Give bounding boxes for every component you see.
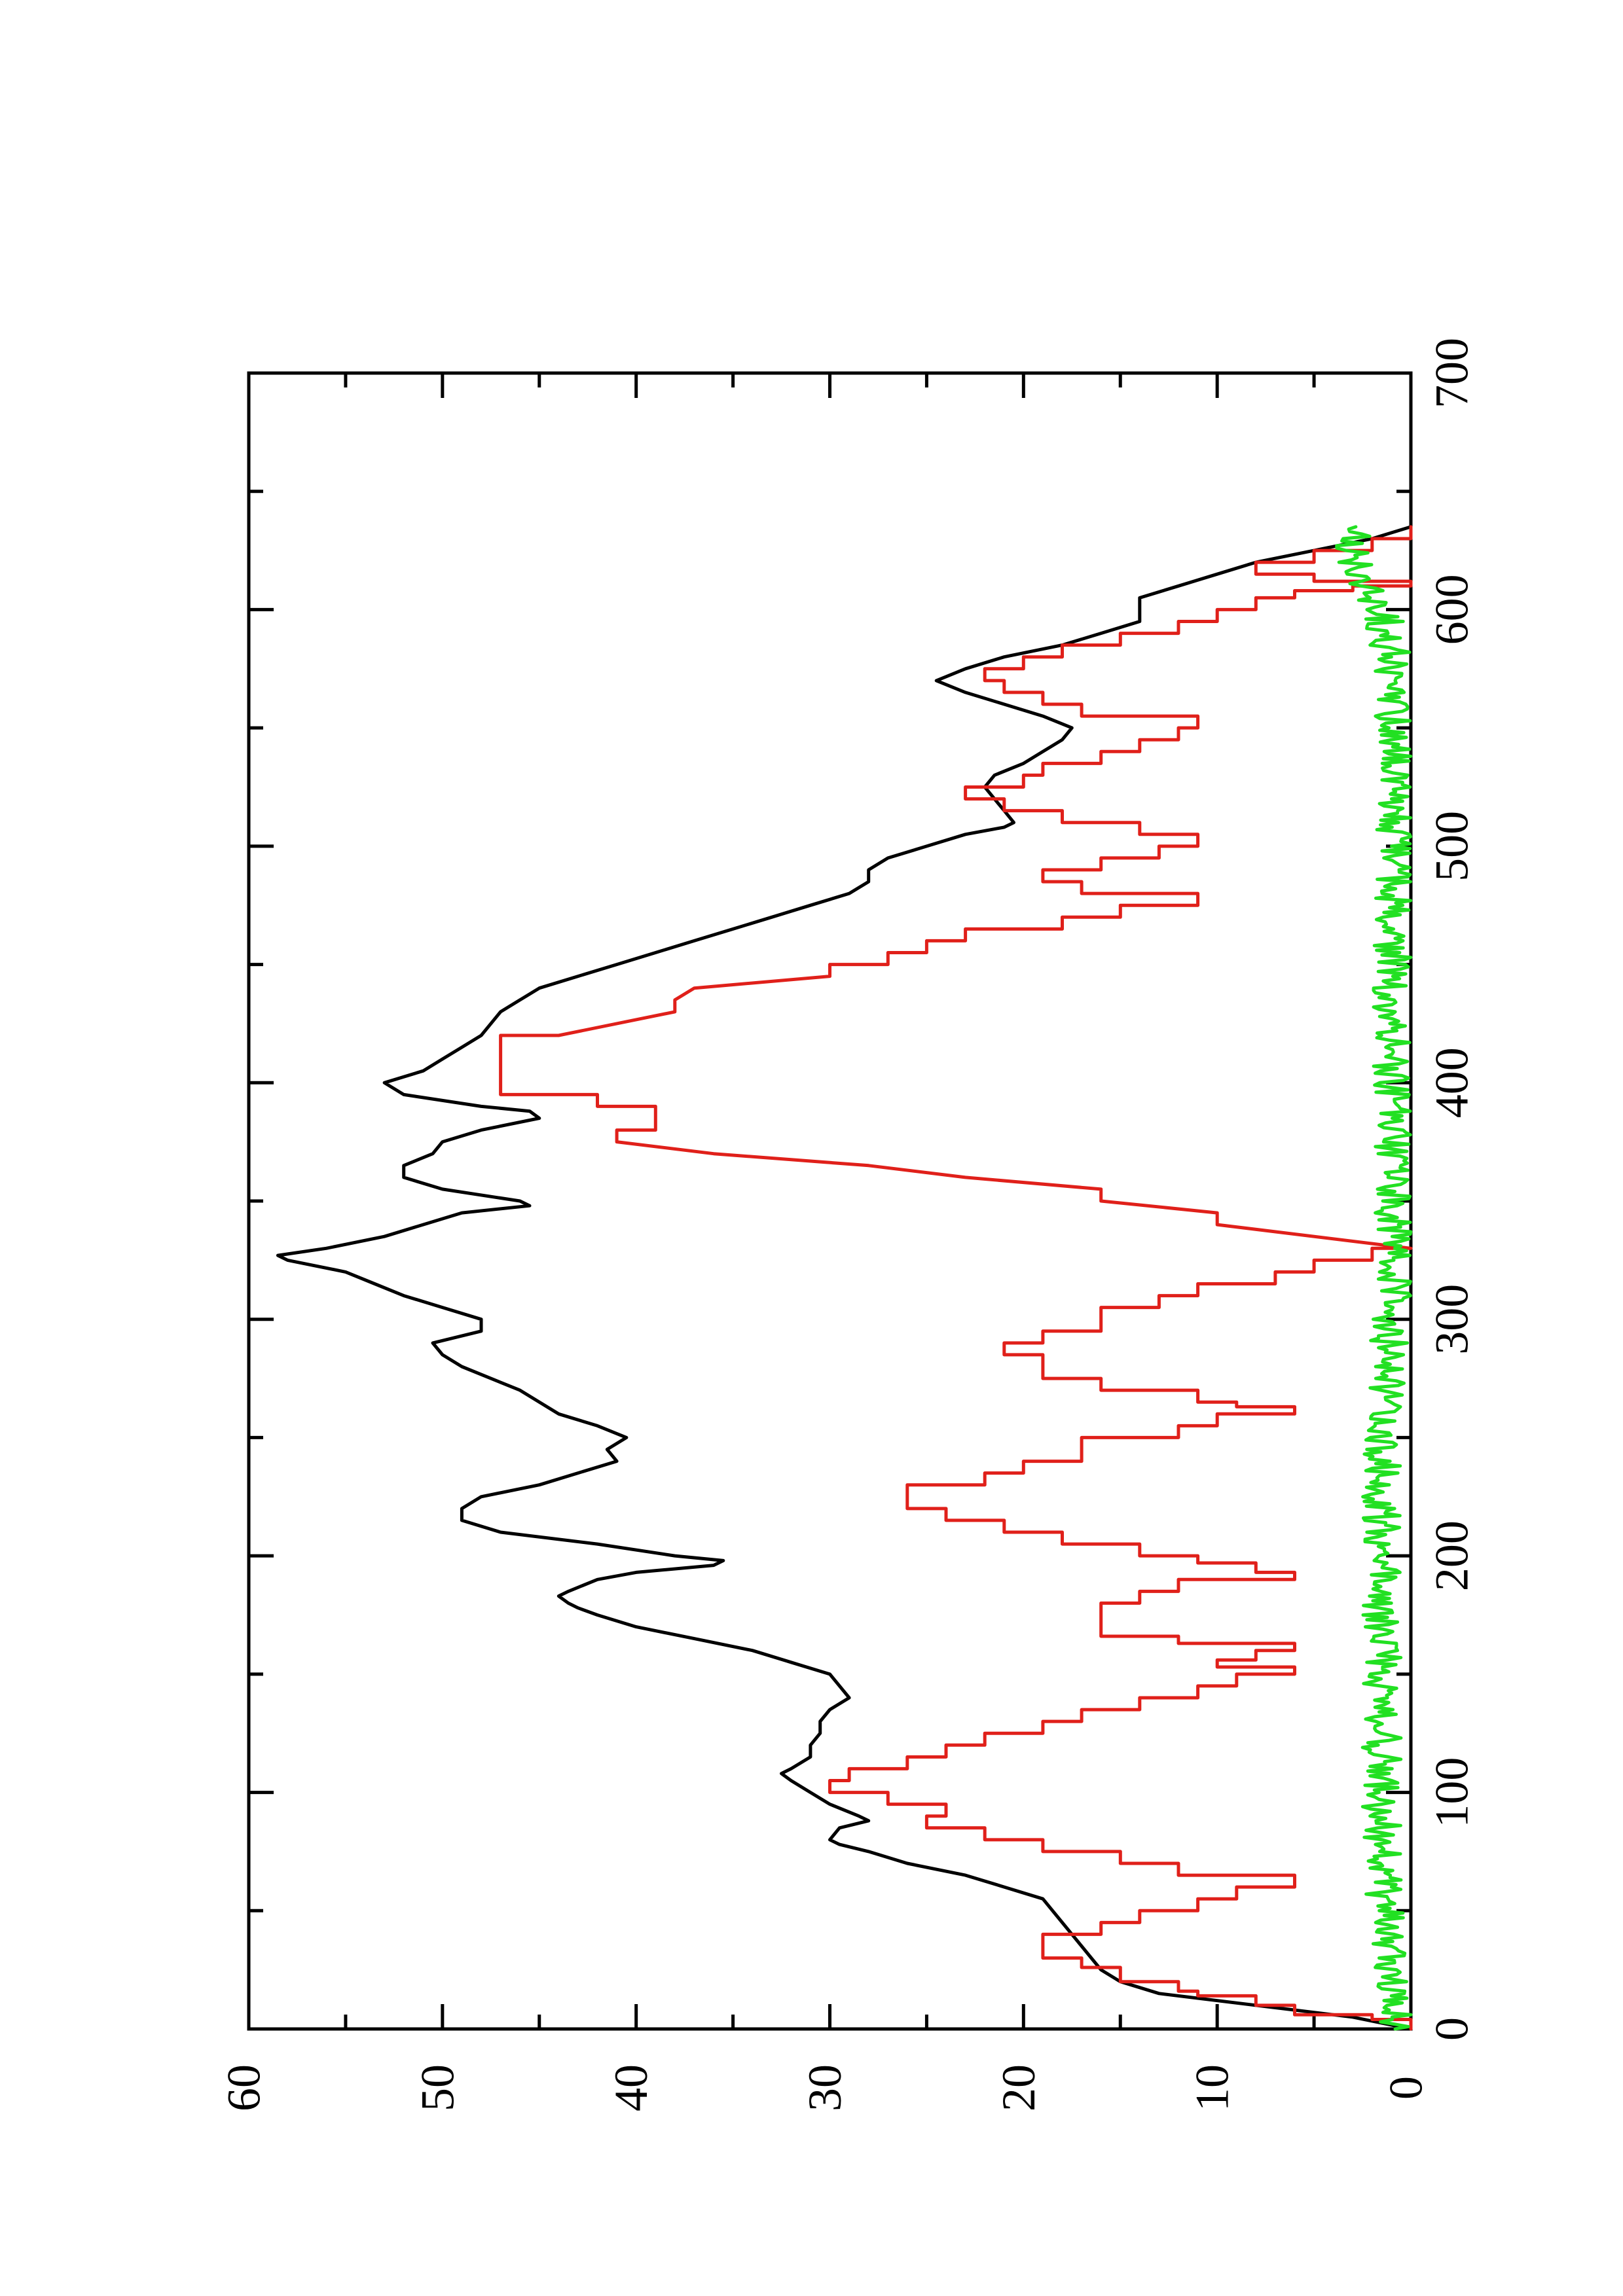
y-tick-label: 50 bbox=[411, 2064, 464, 2111]
x-tick-label: 400 bbox=[1426, 1047, 1478, 1118]
x-tick-label: 0 bbox=[1426, 2017, 1478, 2041]
x-tick-label: 500 bbox=[1426, 811, 1478, 882]
y-tick-label: 30 bbox=[799, 2064, 851, 2111]
y-tick-label: 20 bbox=[993, 2064, 1045, 2111]
x-tick-label: 700 bbox=[1426, 338, 1478, 408]
series-line-2 bbox=[1335, 525, 1413, 2031]
x-tick-label: 300 bbox=[1426, 1284, 1478, 1355]
series-line-1 bbox=[499, 525, 1413, 2031]
x-tick-label: 100 bbox=[1426, 1757, 1478, 1828]
x-tick-label: 200 bbox=[1426, 1520, 1478, 1591]
y-tick-label: 60 bbox=[218, 2064, 270, 2111]
x-tick-label: 600 bbox=[1426, 574, 1478, 645]
plot-area: 0 100 200 300 400 500 600 700 0 10 20 30 40 50 60 bbox=[218, 338, 1478, 2111]
y-tick-label: 40 bbox=[605, 2064, 657, 2111]
y-tick-label: 0 bbox=[1380, 2076, 1432, 2100]
y-tick-label: 10 bbox=[1186, 2064, 1239, 2111]
